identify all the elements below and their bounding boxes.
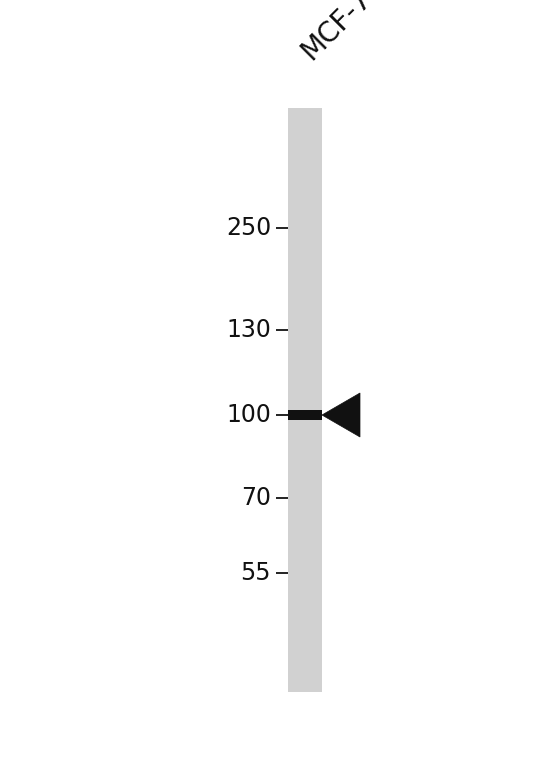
Bar [288, 410, 322, 420]
Text: 70: 70 [241, 486, 271, 510]
Bar [288, 108, 322, 692]
Text: 250: 250 [226, 216, 271, 240]
Polygon shape [322, 393, 360, 437]
Text: 100: 100 [226, 403, 271, 427]
Text: MCF-7: MCF-7 [295, 0, 377, 65]
Text: 130: 130 [226, 318, 271, 342]
Text: 55: 55 [240, 561, 271, 585]
